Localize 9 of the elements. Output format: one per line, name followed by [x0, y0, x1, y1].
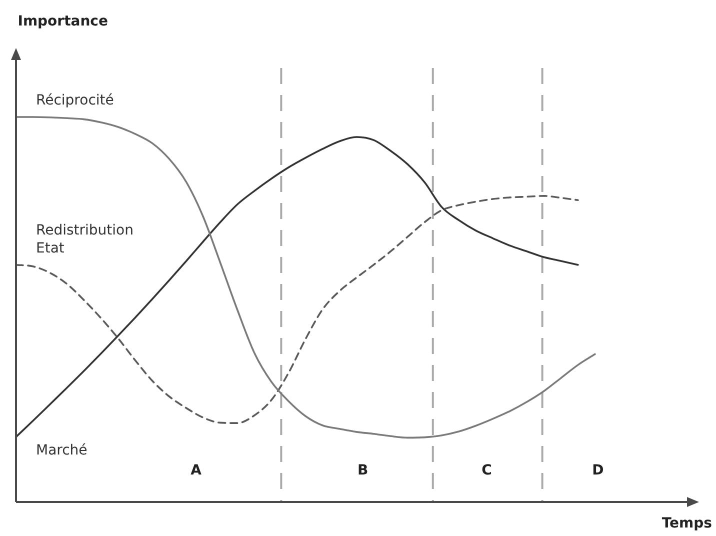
- annotation: D: [592, 462, 604, 479]
- series-label: Marché: [36, 442, 88, 459]
- x-axis-title: Temps: [662, 516, 712, 532]
- series-label: Redistribution Etat: [36, 222, 134, 256]
- annotation: C: [482, 462, 492, 479]
- annotation: A: [190, 462, 202, 479]
- text: Importance: [18, 14, 108, 30]
- series-label: Réciprocité: [36, 92, 114, 109]
- annotation: B: [357, 462, 368, 479]
